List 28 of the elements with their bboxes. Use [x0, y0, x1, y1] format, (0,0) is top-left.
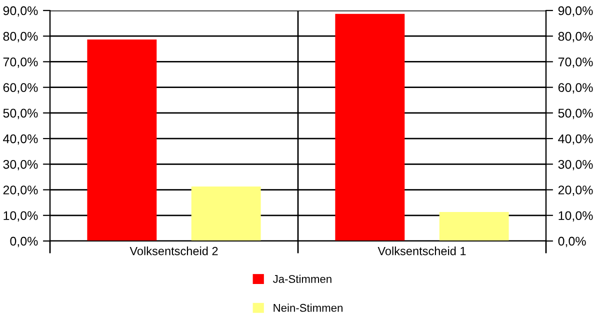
legend-label: Nein-Stimmen	[274, 304, 342, 312]
y-tick-label: 70,0%	[3, 58, 38, 68]
y2-tick-label: 20,0%	[558, 186, 593, 196]
y2-tick-label: 0,0%	[558, 236, 586, 248]
y-tick-label: 80,0%	[3, 32, 38, 42]
x-tick-label: Volksentscheid 1	[378, 246, 466, 256]
y2-tick-label: 10,0%	[558, 211, 593, 222]
y2-tick-label: 90,0%	[558, 6, 593, 17]
bar	[439, 212, 509, 241]
y-tick-label: 50,0%	[3, 108, 38, 120]
y2-tick-label: 70,0%	[558, 58, 593, 68]
y-tick-label: 20,0%	[3, 186, 38, 196]
legend-label: Ja-Stimmen	[272, 274, 332, 283]
y-tick-label: 0,0%	[10, 236, 38, 248]
x-tick-label: Volksentscheid 2	[130, 246, 218, 256]
y2-tick-label: 40,0%	[558, 134, 593, 145]
y-tick-label: 60,0%	[3, 83, 38, 94]
y2-tick-label: 50,0%	[558, 108, 593, 120]
y-tick-label: 10,0%	[4, 211, 38, 222]
y-tick-label: 30,0%	[3, 160, 38, 170]
y2-tick-label: 30,0%	[558, 160, 593, 170]
y2-tick-label: 60,0%	[558, 83, 593, 94]
y2-tick-label: 80,0%	[558, 32, 593, 42]
bar	[335, 14, 405, 241]
bar	[87, 39, 157, 241]
y-tick-label: 90,0%	[3, 6, 38, 17]
y-tick-label: 40,0%	[3, 134, 38, 145]
bar	[191, 186, 261, 241]
